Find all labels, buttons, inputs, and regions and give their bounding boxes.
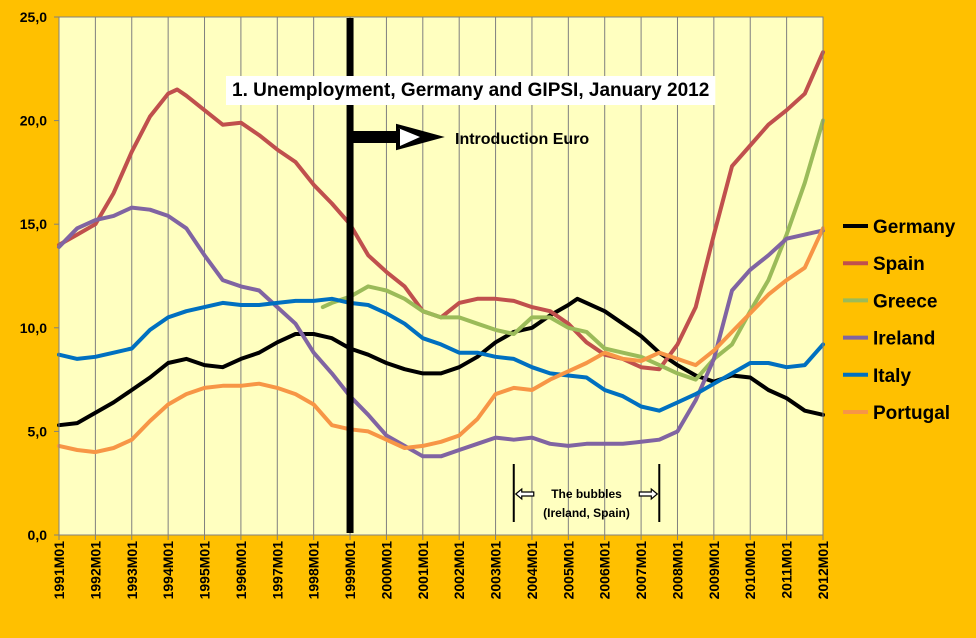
y-tick-label: 5,0 [28,423,48,439]
legend-label-germany: Germany [873,217,956,238]
x-tick-label: 2002M01 [451,541,467,600]
bubbles-sublabel: (Ireland, Spain) [543,506,630,520]
x-tick-label: 2005M01 [560,541,576,600]
series-line-greece [320,118,825,382]
x-tick-label: 2000M01 [378,541,394,600]
bubbles-right-arrow-icon [638,487,659,501]
bubbles-label: The bubbles [551,487,622,501]
x-tick-label: 2006M01 [597,541,613,600]
legend-label-portugal: Portugal [873,403,950,424]
legend: Germany Spain Greece Ireland Italy Portugal [843,217,956,424]
series-line-italy [57,296,825,413]
axes: 1991M01 1992M01 1993M01 1994M01 1995M01 1996M… [20,9,831,599]
chart-title: 1. Unemployment, Germany and GIPSI, Janu… [232,80,709,101]
x-tick-label: 1998M01 [306,541,322,600]
series-line-portugal [57,226,825,455]
x-tick-label: 2001M01 [415,541,431,600]
x-tick-label: 2007M01 [633,541,649,600]
chart-title-box [226,76,716,105]
x-tick-label: 2008M01 [669,541,685,600]
plot-border [58,16,824,536]
x-tick-label: 2012M01 [815,541,831,600]
series-lines [57,50,825,459]
x-tick-label: 2011M01 [779,541,795,599]
x-tick-label: 1991M01 [51,541,67,600]
series-line-ireland [57,205,825,459]
y-tick-label: 0,0 [28,527,48,543]
x-tick-label: 1994M01 [160,541,176,600]
x-tick-label: 1996M01 [233,541,249,600]
x-tick-label: 2004M01 [524,541,540,600]
legend-label-greece: Greece [873,291,937,312]
legend-label-spain: Spain [873,254,925,275]
series-line-germany [57,296,825,428]
annotations: 1. Unemployment, Germany and GIPSI, Janu… [226,18,716,533]
x-tick-label: 1993M01 [124,541,140,600]
euro-arrow-icon [351,123,445,151]
y-tick-label: 15,0 [20,216,47,232]
euro-arrow-highlight [398,128,420,146]
bubbles-left-arrow-icon [514,487,535,501]
x-tick-label: 1992M01 [87,541,103,600]
x-tick-label: 2003M01 [488,541,504,600]
x-tick-label: 2010M01 [742,541,758,600]
x-tick-label: 1995M01 [197,541,213,600]
euro-annotation-label: Introduction Euro [455,131,589,148]
x-tick-label: 1999M01 [342,541,358,600]
x-tick-label: 2009M01 [706,541,722,600]
y-tick-label: 25,0 [20,9,47,25]
y-tick-label: 20,0 [20,113,47,129]
x-tick-label: 1997M01 [269,541,285,600]
y-tick-label: 10,0 [20,320,47,336]
legend-label-italy: Italy [873,366,911,387]
legend-label-ireland: Ireland [873,329,935,350]
